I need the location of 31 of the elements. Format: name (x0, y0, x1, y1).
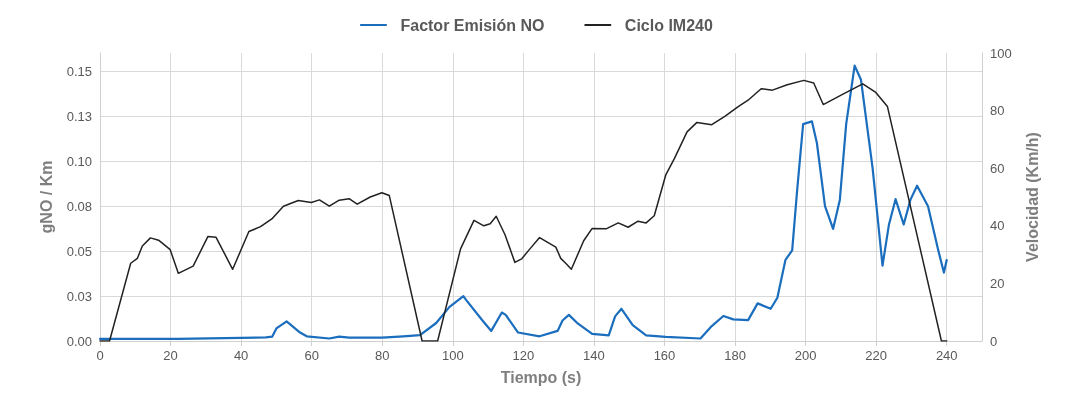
y-axis-title: gNO / Km (37, 160, 55, 234)
y2-tick-label: 60 (990, 160, 1005, 176)
legend-label: Factor Emisión NO (400, 16, 545, 34)
x-tick-label: 140 (583, 348, 605, 363)
y2-tick-label: 20 (990, 275, 1005, 291)
x-tick-label: 80 (375, 348, 390, 363)
y-tick-label: 0.05 (66, 243, 92, 259)
y-tick-label: 0.10 (66, 153, 92, 169)
x-tick-label: 220 (865, 348, 888, 363)
x-tick-label: 0 (96, 348, 104, 363)
y-tick-label: 0.15 (66, 63, 92, 79)
legend-label: Ciclo IM240 (624, 16, 713, 34)
x-tick-label: 60 (304, 348, 319, 363)
y2-axis-title: Velocidad (Km/h) (1023, 132, 1041, 262)
x-tick-label: 120 (512, 348, 535, 363)
x-tick-label: 160 (653, 348, 676, 363)
y-tick-label: 0.00 (66, 333, 92, 349)
x-axis-title: Tiempo (s) (500, 368, 582, 386)
y-tick-label: 0.13 (66, 108, 92, 124)
y-tick-label: 0.03 (66, 288, 92, 304)
x-tick-label: 200 (794, 348, 817, 363)
y-tick-label: 0.08 (66, 198, 92, 214)
x-tick-label: 40 (233, 348, 249, 363)
x-tick-label: 100 (441, 348, 464, 363)
y2-tick-label: 40 (990, 218, 1005, 234)
x-tick-label: 20 (163, 348, 178, 363)
y2-tick-label: 100 (990, 45, 1012, 61)
y2-tick-label: 0 (990, 333, 998, 349)
x-tick-label: 180 (724, 348, 746, 363)
x-tick-label: 240 (935, 348, 958, 363)
y2-tick-label: 80 (990, 103, 1005, 119)
